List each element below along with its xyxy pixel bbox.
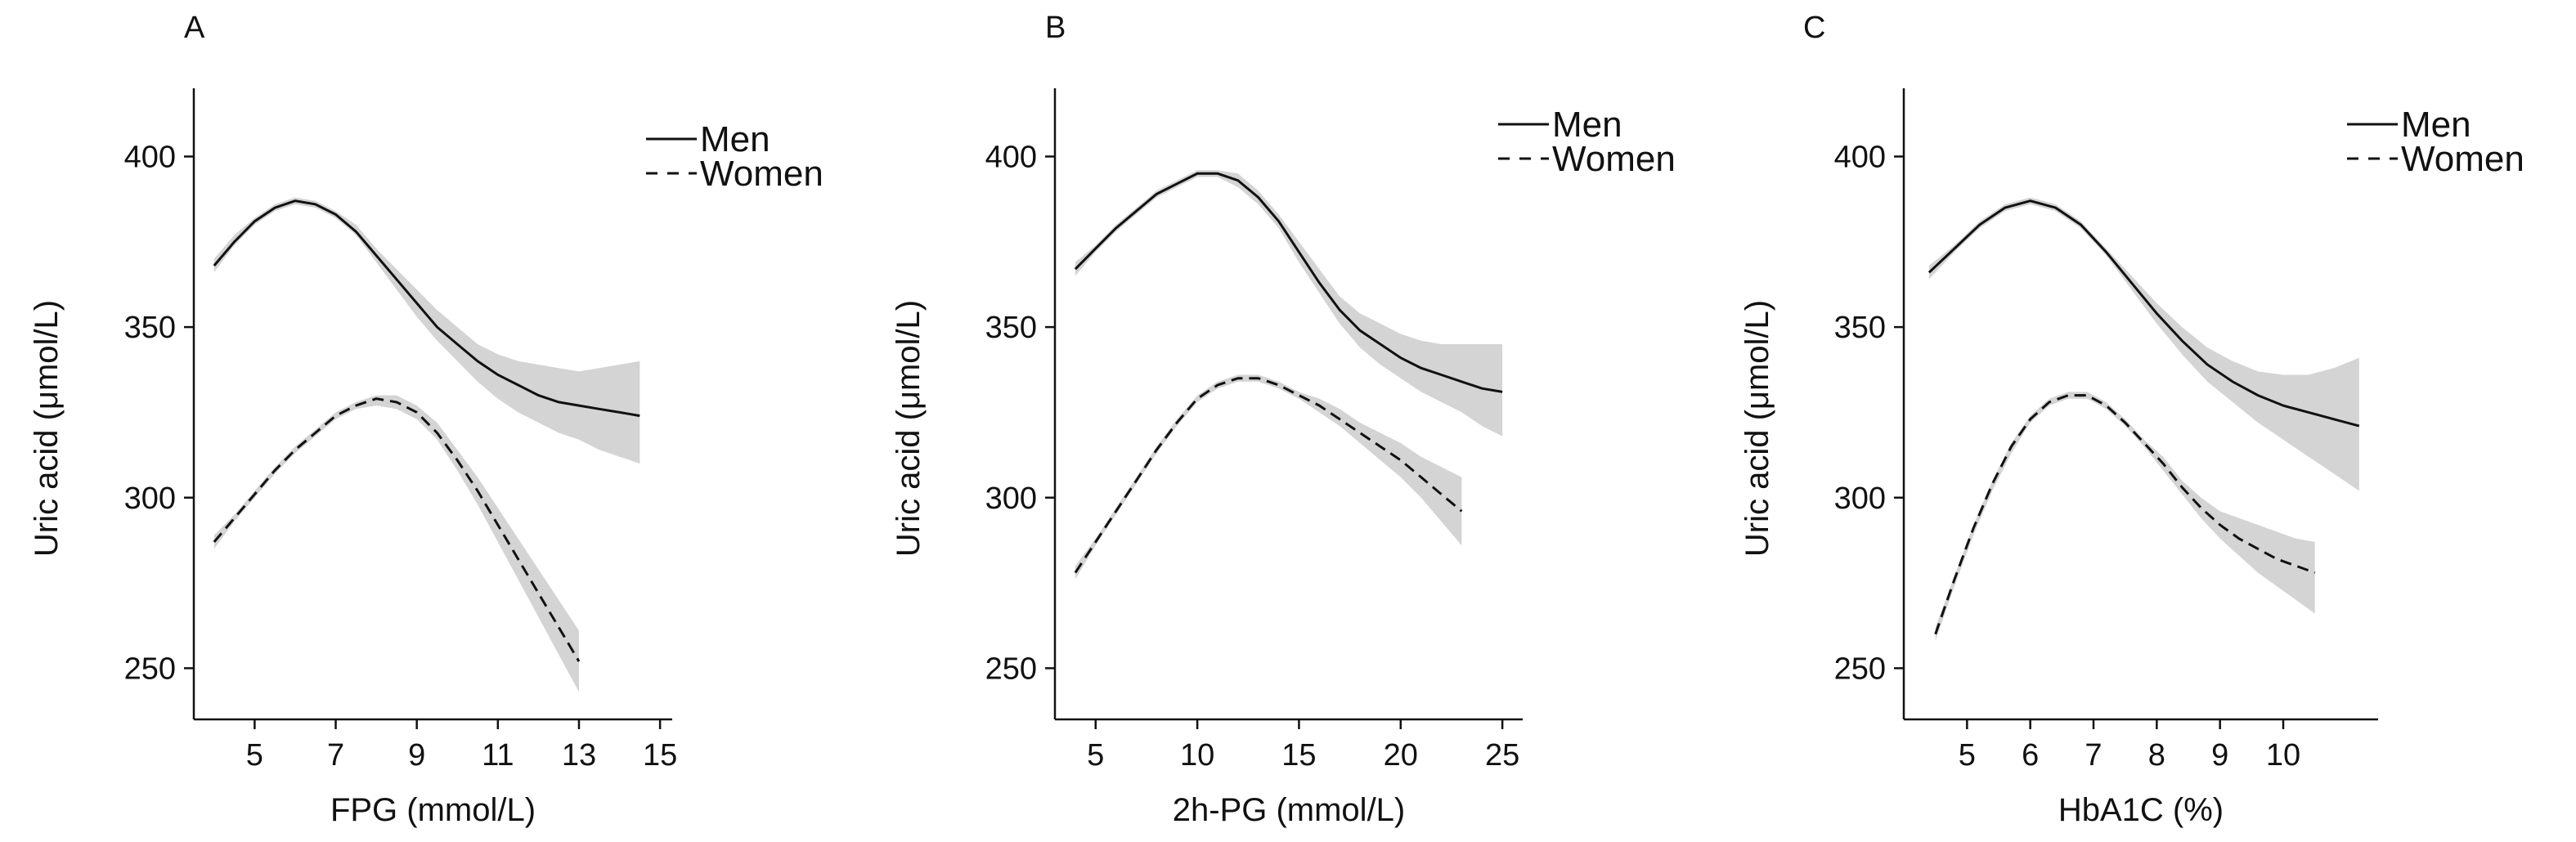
x-tick-label: 9	[2211, 738, 2228, 773]
legend-entry-women: Women	[1498, 139, 1676, 179]
y-tick-label: 350	[1834, 311, 1886, 345]
x-tick-label: 7	[327, 738, 344, 773]
ci-band-women	[1935, 392, 2315, 641]
panel-letter: B	[1045, 11, 1066, 45]
y-axis-title: Uric acid (μmol/L)	[29, 300, 65, 557]
ci-band-men	[1928, 197, 2359, 491]
x-tick-label: 5	[1087, 738, 1104, 773]
ci-band-men	[1075, 170, 1503, 437]
x-tick-label: 9	[408, 738, 425, 773]
legend-entry-men: Men	[1498, 105, 1622, 145]
x-tick-label: 10	[2266, 738, 2300, 773]
x-tick-label: 7	[2085, 738, 2102, 773]
x-tick-label: 11	[482, 738, 514, 773]
panel-b: 250 300 350 400 5 10 15 20 25 2h-PG (mmol/L) Uric …	[891, 11, 1676, 828]
series-line-men	[1074, 172, 1503, 393]
ci-band-men	[213, 197, 640, 464]
y-tick-label: 400	[1834, 140, 1886, 174]
panel-letter: A	[184, 11, 205, 45]
y-tick-label: 300	[1834, 481, 1886, 516]
panel-c: 250 300 350 400 5 6 7 8 9 10 HbA1C (%) Uric acid (μ…	[1739, 11, 2524, 828]
x-axis-title: 2h-PG (mmol/L)	[1173, 792, 1406, 828]
y-tick-label: 350	[985, 311, 1037, 345]
y-tick-label: 400	[124, 140, 176, 174]
y-tick-label: 400	[985, 140, 1037, 174]
series-line-women	[1074, 377, 1463, 574]
legend-label: Men	[1552, 105, 1622, 145]
legend-label: Women	[2401, 139, 2524, 179]
legend-label: Women	[1552, 139, 1676, 179]
x-tick-label: 13	[562, 738, 596, 773]
y-tick-label: 300	[985, 481, 1037, 516]
x-axis-title: HbA1C (%)	[2058, 792, 2224, 828]
y-axis-title: Uric acid (μmol/L)	[1739, 300, 1775, 557]
y-tick-label: 250	[1834, 652, 1886, 686]
y-tick-label: 300	[124, 481, 176, 516]
series-line-men	[1928, 199, 2360, 428]
series-line-men	[213, 199, 640, 418]
legend-entry-women: Women	[646, 154, 824, 194]
y-tick-label: 250	[124, 652, 176, 686]
x-tick-label: 8	[2148, 738, 2165, 773]
legend-label: Men	[2401, 105, 2471, 145]
y-tick-label: 350	[124, 311, 176, 345]
y-tick-label: 250	[985, 652, 1037, 686]
x-tick-label: 5	[246, 738, 263, 773]
legend-label: Women	[700, 154, 824, 194]
x-tick-label: 25	[1485, 738, 1519, 773]
legend-label: Men	[700, 119, 770, 159]
panel-letter: C	[1803, 11, 1825, 45]
x-tick-label: 20	[1384, 738, 1418, 773]
x-tick-label: 10	[1180, 738, 1214, 773]
legend-entry-women: Women	[2347, 139, 2524, 179]
legend-entry-men: Men	[2347, 105, 2471, 145]
series-line-women	[1934, 394, 2316, 635]
x-tick-label: 5	[1959, 738, 1976, 773]
panel-a: 250 300 350 400 5 7 9 11 13 15 FPG (mmol/L) Uric ac…	[29, 11, 824, 828]
legend-entry-men: Men	[646, 119, 770, 159]
ci-band-women	[1075, 374, 1462, 580]
y-axis-title: Uric acid (μmol/L)	[891, 300, 927, 557]
x-tick-label: 15	[643, 738, 677, 773]
x-tick-label: 6	[2022, 738, 2039, 773]
x-tick-label: 15	[1281, 738, 1316, 773]
series-line-women	[213, 397, 581, 662]
x-axis-title: FPG (mmol/L)	[330, 792, 536, 828]
ci-band-women	[213, 395, 579, 692]
